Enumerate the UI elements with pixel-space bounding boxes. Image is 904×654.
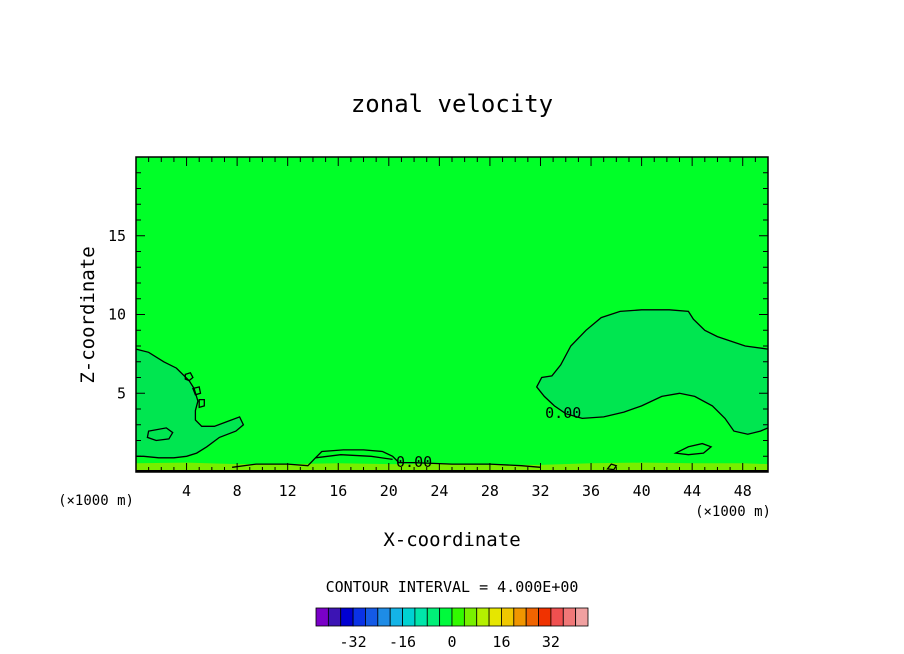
colorbar-swatch [550,607,564,627]
colorbar-swatch [463,607,478,627]
colorbar-swatch [451,607,465,627]
plot-field [136,157,768,472]
colorbar-swatch [488,607,502,627]
x-tick-label: 40 [633,482,651,500]
contour-line [315,454,393,461]
chart-title: zonal velocity [351,90,553,118]
colorbar-swatch [340,607,354,627]
contour-labels: 0.00 0.00 [396,404,581,471]
contour-line [192,386,202,396]
colorbar-swatch [439,607,453,627]
contour-interval-text: CONTOUR INTERVAL = 4.000E+00 [326,578,579,596]
x-units-right: (×1000 m) [695,504,771,520]
x-tick-label: 4 [182,482,191,500]
colorbar-swatch [575,607,589,627]
colorbar-swatch [389,607,403,627]
colorbar-tick-label: 0 [447,633,456,651]
contour-line [198,398,205,409]
x-tick-label: 36 [582,482,600,500]
colorbar-swatch [426,607,441,627]
colorbar-swatch [525,607,539,627]
colorbar: -32 -16 0 16 32 [315,607,589,651]
colorbar-swatch [327,607,342,627]
colorbar-swatch [377,607,391,627]
colorbar-swatch [315,607,329,627]
contour-line [673,442,713,456]
y-tick-label: 10 [108,306,126,324]
x-tick-label: 28 [481,482,499,500]
x-tick-label: 12 [279,482,297,500]
colorbar-tick-label: -16 [389,633,416,651]
contour-line [184,372,194,382]
x-tick-label: 8 [233,482,242,500]
region-right-lobe [536,309,768,435]
contour-line [606,463,618,471]
x-tick-label: 48 [734,482,752,500]
colorbar-swatch [352,607,366,627]
y-tick-label: 15 [108,227,126,245]
colorbar-swatch [562,607,577,627]
colorbar-swatch [414,607,428,627]
x-tick-label: 24 [430,482,448,500]
colorbar-tick-label: -32 [340,633,367,651]
colorbar-swatch [402,607,416,627]
colorbar-swatch [513,607,527,627]
y-tick-label: 5 [117,384,126,402]
contour-line [146,427,174,442]
x-tick-label: 16 [329,482,347,500]
contour-line [232,449,541,468]
contour-label: 0.00 [545,404,581,422]
y-axis-label: Z-coordinate [77,246,99,383]
x-tick-label: 20 [380,482,398,500]
colorbar-tick-label: 32 [542,633,560,651]
contour-label: 0.00 [396,453,432,471]
x-tick-label: 32 [531,482,549,500]
colorbar-swatch [538,607,552,627]
colorbar-swatch [365,607,379,627]
x-axis-label: X-coordinate [383,529,520,551]
colorbar-swatch [476,607,490,627]
x-units-left: (×1000 m) [58,493,134,509]
colorbar-swatch [501,607,515,627]
contour-line [535,309,769,435]
x-tick-label: 44 [683,482,701,500]
region-left-lobe [136,349,244,458]
colorbar-tick-label: 16 [492,633,510,651]
